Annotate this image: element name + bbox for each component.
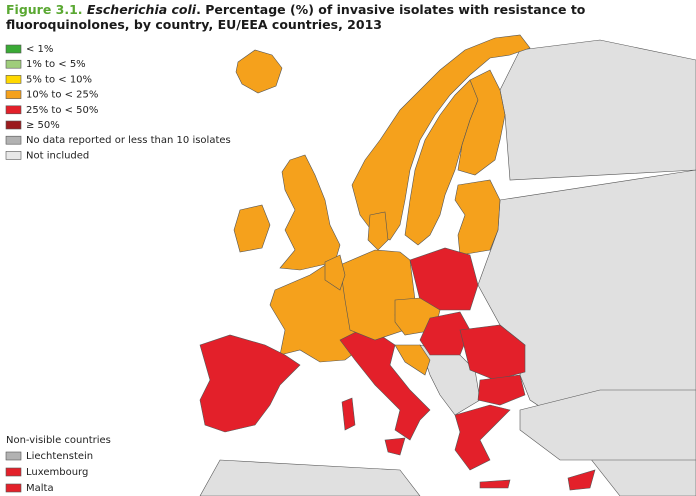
legend-swatch: [5, 44, 22, 54]
country: [324, 254, 346, 291]
title-text: . Percentage (%) of invasive isolates wi…: [6, 2, 586, 32]
country: [477, 374, 526, 406]
legend-label: < 1%: [26, 44, 53, 55]
country: [454, 404, 511, 471]
legend-label: 5% to < 10%: [26, 74, 92, 85]
legend-label: ≥ 50%: [26, 120, 60, 131]
country: [457, 69, 506, 176]
country: [235, 49, 283, 94]
legend-label: 25% to < 50%: [26, 105, 98, 116]
country: [199, 334, 301, 433]
non-visible-heading: Non-visible countries: [6, 435, 111, 446]
legend-label: 1% to < 5%: [26, 59, 86, 70]
title: Figure 3.1. Escherichia coli. Percentage…: [6, 2, 686, 32]
legend-label: Malta: [26, 483, 54, 494]
legend-label: Liechtenstein: [26, 451, 93, 462]
countries: [199, 34, 596, 491]
country: [394, 344, 431, 376]
legend-swatch: [5, 151, 22, 160]
legend-swatch: [5, 59, 22, 69]
legend-label: Not included: [26, 150, 89, 161]
legend-swatch: [5, 120, 22, 130]
country: [479, 479, 511, 489]
legend-label: 10% to < 25%: [26, 90, 98, 101]
organism: Escherichia coli: [86, 2, 197, 17]
legend-swatch: [5, 90, 22, 99]
country: [419, 311, 471, 356]
legend-swatch: [5, 451, 22, 461]
country: [279, 154, 341, 271]
figure-label: Figure 3.1.: [6, 2, 83, 17]
country: [351, 34, 531, 241]
legend-label: Luxembourg: [26, 467, 88, 478]
non-visible-list: Liechtenstein Luxembourg Malta: [5, 451, 93, 494]
legend-swatch: [5, 483, 22, 493]
country: [459, 324, 526, 381]
country: [454, 179, 501, 256]
country: [567, 469, 596, 491]
country: [341, 397, 356, 431]
country: [233, 204, 271, 253]
country: [409, 247, 479, 311]
country: [384, 437, 406, 456]
legend-label: No data reported or less than 10 isolate…: [26, 135, 231, 146]
legend-swatch: [5, 135, 22, 145]
legend-swatch: [5, 75, 22, 84]
legend: < 1% 1% to < 5% 5% to < 10% 10% to < 25% 25%…: [5, 44, 231, 161]
legend-swatch: [5, 105, 22, 115]
country: [367, 211, 389, 251]
legend-swatch: [5, 467, 22, 477]
